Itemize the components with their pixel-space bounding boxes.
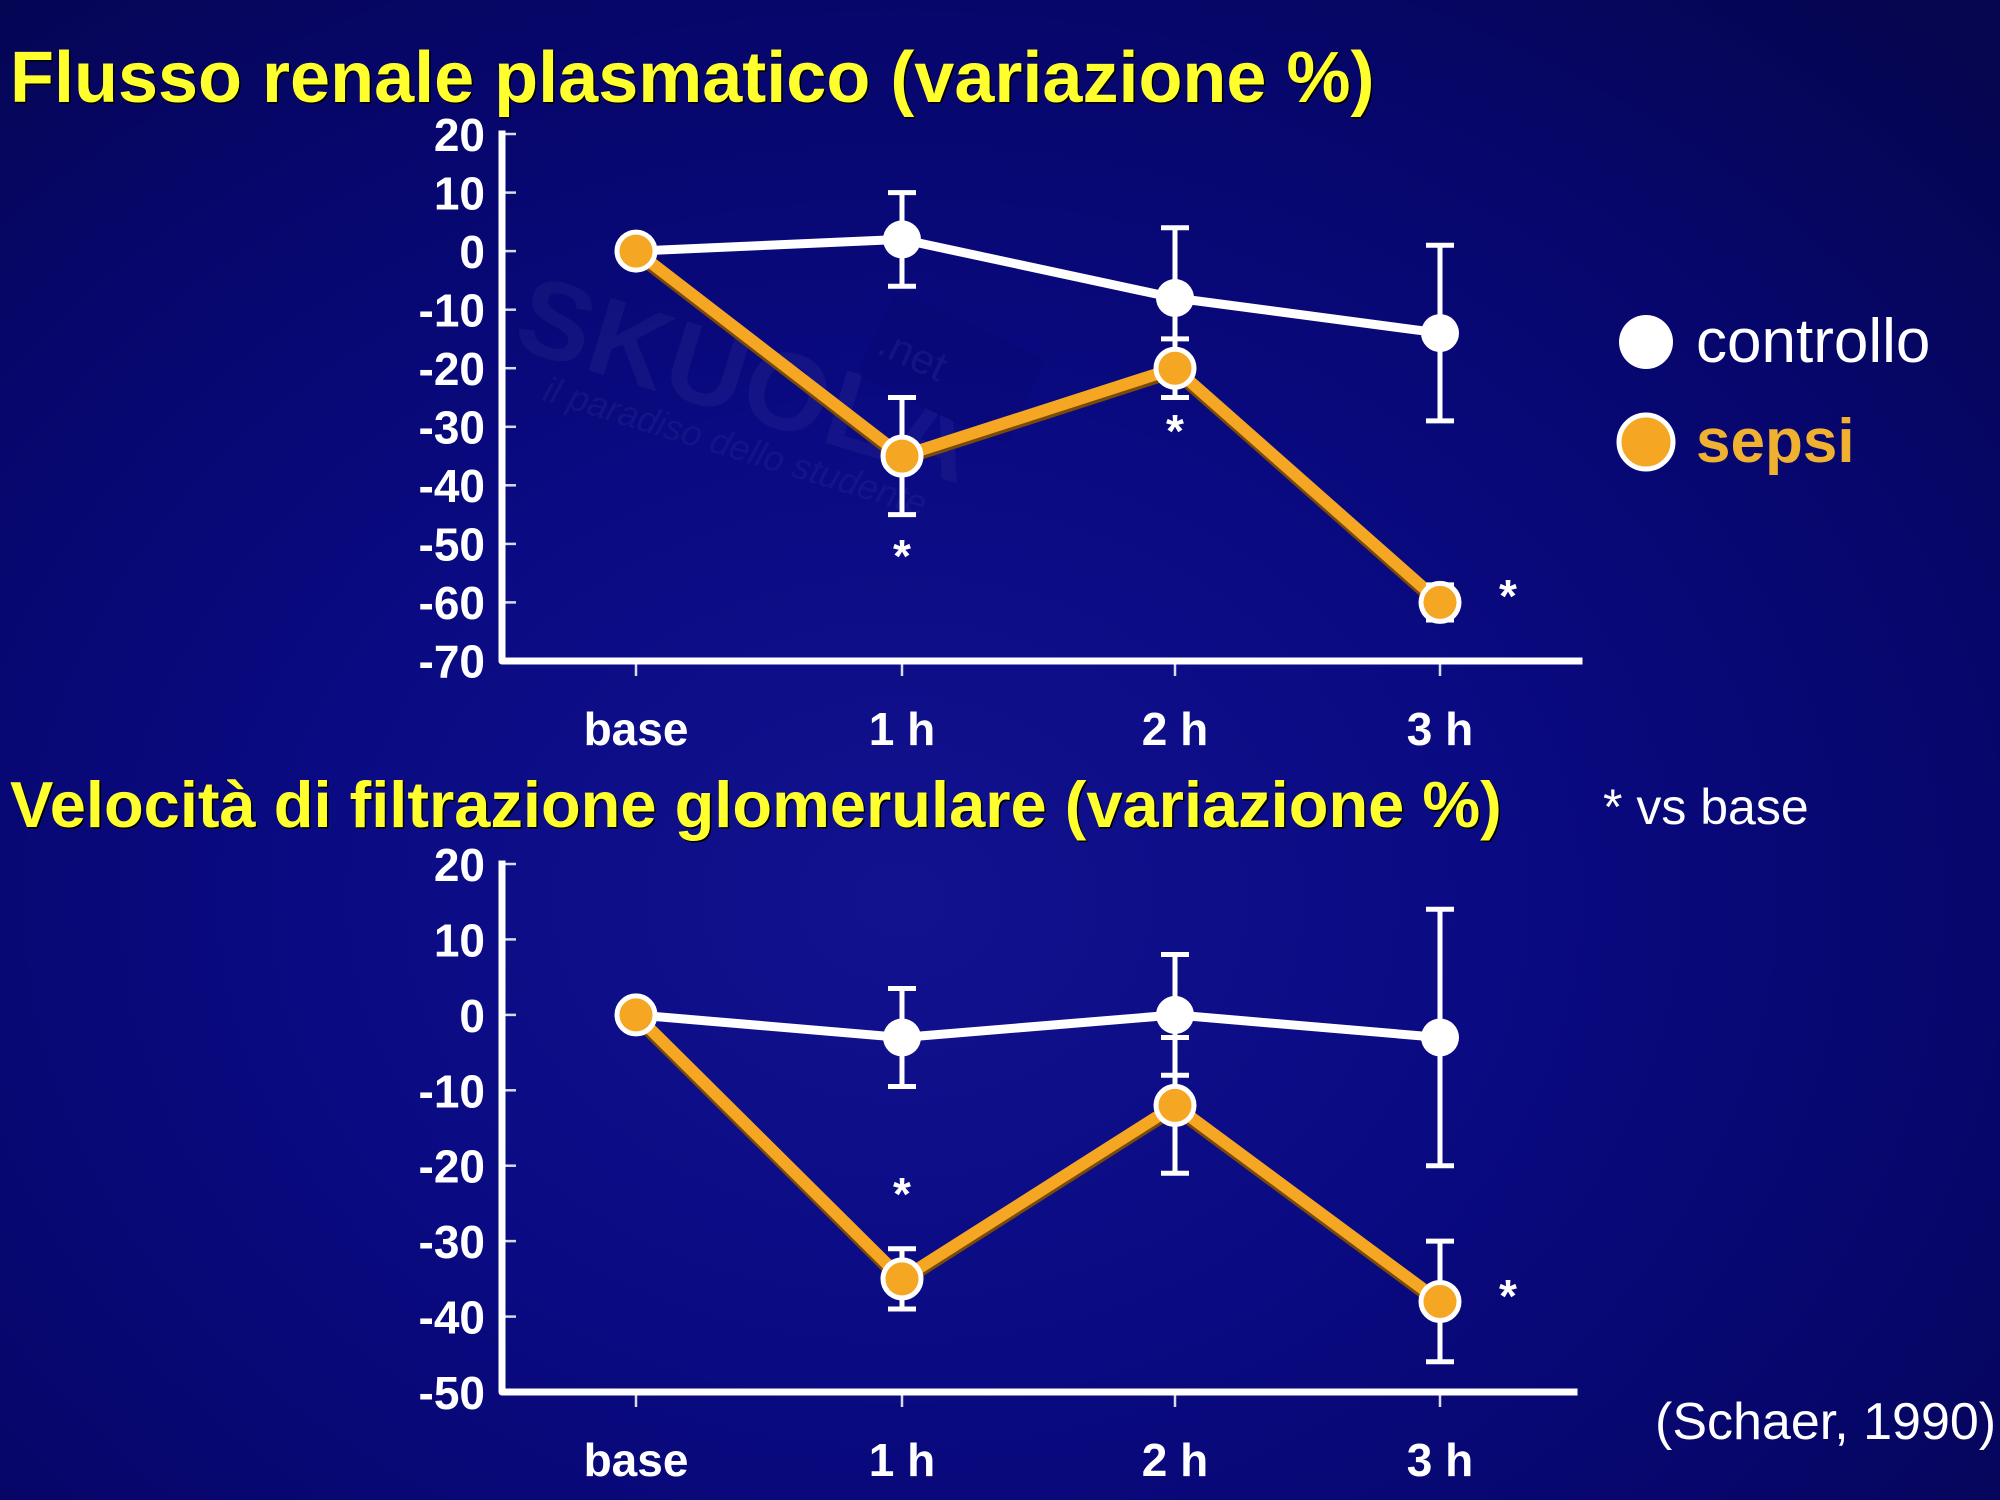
svg-text:3 h: 3 h xyxy=(1407,1434,1473,1486)
svg-text:*: * xyxy=(893,1168,911,1220)
svg-text:-30: -30 xyxy=(419,1216,485,1268)
svg-text:*: * xyxy=(1499,1270,1517,1322)
svg-text:-50: -50 xyxy=(419,1367,485,1419)
svg-text:2 h: 2 h xyxy=(1142,1434,1208,1486)
svg-text:10: 10 xyxy=(434,914,485,966)
svg-text:1 h: 1 h xyxy=(869,1434,935,1486)
svg-text:20: 20 xyxy=(434,839,485,891)
svg-text:base: base xyxy=(584,1434,689,1486)
svg-text:-10: -10 xyxy=(419,1065,485,1117)
svg-text:0: 0 xyxy=(459,990,485,1042)
svg-text:-20: -20 xyxy=(419,1141,485,1193)
svg-text:-40: -40 xyxy=(419,1292,485,1344)
